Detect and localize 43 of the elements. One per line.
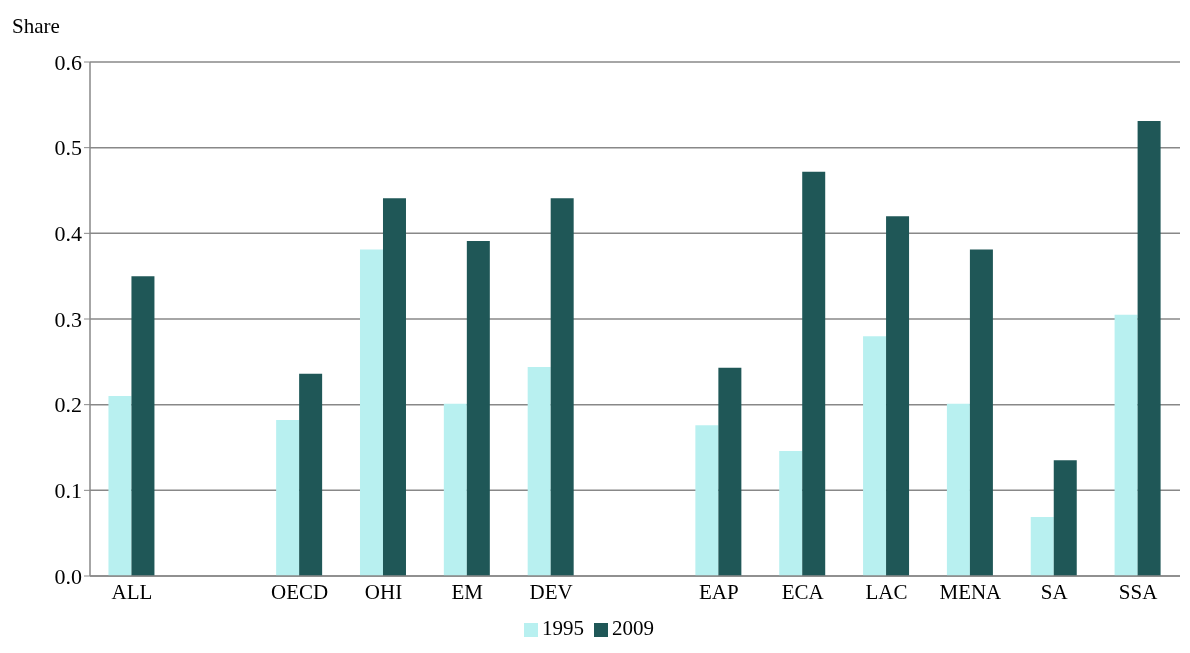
x-tick-label: EAP bbox=[699, 579, 739, 604]
bar bbox=[359, 249, 383, 576]
bar bbox=[946, 403, 970, 576]
legend-label: 1995 bbox=[542, 616, 584, 640]
y-tick-label: 0.3 bbox=[54, 306, 82, 332]
bar bbox=[466, 241, 490, 576]
bar bbox=[1030, 516, 1054, 576]
bar bbox=[779, 450, 803, 576]
y-tick-label: 0.0 bbox=[54, 563, 82, 589]
x-tick-label: DEV bbox=[529, 579, 573, 604]
x-tick-label: EM bbox=[451, 579, 484, 604]
y-tick-label: 0.1 bbox=[54, 478, 82, 504]
y-tick-label: 0.2 bbox=[54, 392, 82, 418]
x-tick-label: SSA bbox=[1118, 579, 1159, 604]
x-tick-label: ECA bbox=[781, 579, 825, 604]
bar bbox=[527, 366, 551, 576]
bar bbox=[1137, 121, 1161, 576]
y-axis-title: Share bbox=[12, 14, 60, 39]
x-tick-label: ALL bbox=[111, 579, 153, 604]
bar bbox=[1114, 314, 1138, 576]
y-tick-label: 0.4 bbox=[54, 221, 82, 247]
bar bbox=[863, 336, 887, 576]
bar bbox=[969, 249, 993, 576]
bar bbox=[802, 171, 826, 576]
bar bbox=[108, 396, 132, 576]
x-tick-label: SA bbox=[1040, 579, 1069, 604]
x-tick-label: OECD bbox=[271, 579, 329, 604]
legend-label: 2009 bbox=[612, 616, 654, 640]
x-tick-label: LAC bbox=[865, 579, 908, 604]
x-tick-label: OHI bbox=[364, 579, 403, 604]
bar bbox=[695, 425, 719, 576]
bar bbox=[550, 198, 574, 576]
x-tick-label: MENA bbox=[939, 579, 1003, 604]
y-tick-label: 0.6 bbox=[54, 49, 82, 75]
bar bbox=[1053, 460, 1077, 576]
bar bbox=[382, 198, 406, 576]
bar bbox=[299, 373, 323, 576]
bar bbox=[276, 420, 300, 576]
bar bbox=[718, 367, 742, 576]
bar bbox=[886, 216, 910, 576]
bar bbox=[443, 403, 467, 576]
bar bbox=[131, 276, 155, 576]
y-tick-label: 0.5 bbox=[54, 135, 82, 161]
